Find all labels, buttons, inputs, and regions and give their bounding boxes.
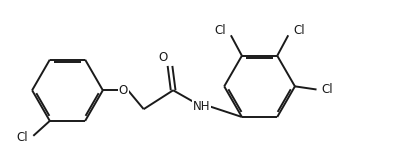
- Text: Cl: Cl: [17, 131, 28, 144]
- Text: Cl: Cl: [293, 24, 304, 37]
- Text: Cl: Cl: [321, 83, 333, 96]
- Text: O: O: [158, 51, 167, 64]
- Text: O: O: [118, 84, 128, 97]
- Text: Cl: Cl: [213, 24, 225, 37]
- Text: NH: NH: [192, 100, 210, 113]
